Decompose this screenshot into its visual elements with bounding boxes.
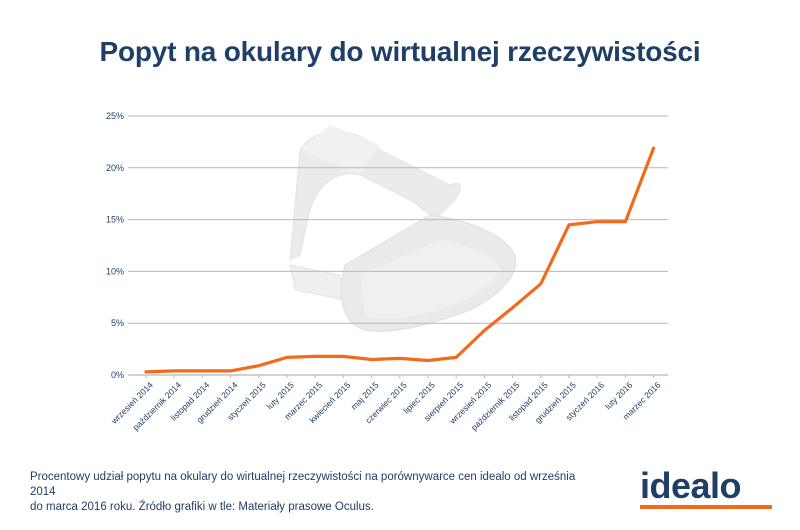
y-tick-labels: 0% 5% 10% 15% 20% 25%	[106, 111, 124, 380]
chart-footnote: Procentowy udział popytu na okulary do w…	[30, 470, 590, 515]
x-tick-label: październik 2015	[469, 380, 522, 433]
line-chart: 0% 5% 10% 15% 20% 25% wrzesień 2014październi…	[106, 111, 668, 433]
y-tick-label: 20%	[106, 163, 124, 173]
logo-text: idealo	[640, 465, 742, 506]
y-tick-label: 10%	[106, 266, 124, 276]
y-tick-label: 0%	[111, 370, 124, 380]
page-title: Popyt na okulary do wirtualnej rzeczywis…	[99, 36, 701, 67]
idealo-logo: idealo	[640, 465, 772, 509]
grid-lines	[128, 115, 668, 376]
y-tick-label: 5%	[111, 318, 124, 328]
logo-underline	[640, 505, 772, 509]
x-tick-label: październik 2014	[131, 380, 184, 433]
footnote-line-2: do marca 2016 roku. Źródło grafiki w tle…	[30, 501, 374, 513]
footnote-line-1: Procentowy udział popytu na okulary do w…	[30, 471, 576, 498]
y-tick-label: 15%	[106, 215, 124, 225]
vr-headset-background-image	[289, 125, 517, 332]
series-demand	[144, 146, 656, 374]
y-tick-label: 25%	[106, 111, 124, 121]
